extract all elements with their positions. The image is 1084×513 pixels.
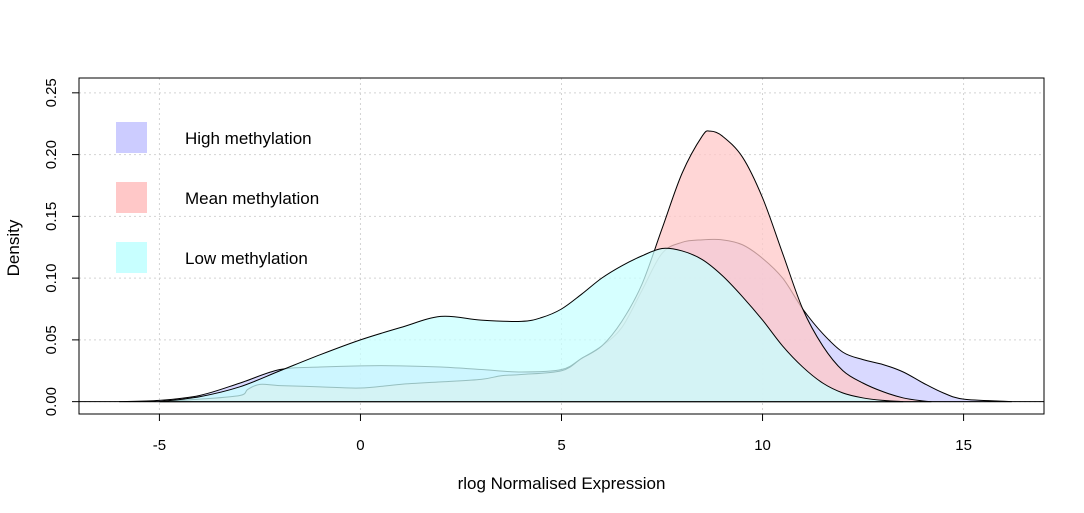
y-tick-label: 0.10 xyxy=(43,264,60,293)
y-tick-label: 0.25 xyxy=(43,78,60,107)
x-tick-label: 0 xyxy=(356,437,364,454)
y-tick-label: 0.20 xyxy=(43,140,60,169)
legend-swatch xyxy=(116,242,147,273)
x-tick-label: 15 xyxy=(955,437,972,454)
y-tick-label: 0.05 xyxy=(43,325,60,354)
legend-swatch xyxy=(116,122,147,153)
legend-label: Low methylation xyxy=(185,249,308,268)
legend: High methylation Mean methylation Low meth… xyxy=(116,122,319,273)
y-tick-label: 0.15 xyxy=(43,202,60,231)
x-axis-title: rlog Normalised Expression xyxy=(458,474,666,493)
legend-swatch xyxy=(116,182,147,213)
x-tick-label: 5 xyxy=(557,437,565,454)
density-area-low-methylation xyxy=(159,247,904,403)
y-tick-label: 0.00 xyxy=(43,387,60,416)
y-axis-title: Density xyxy=(4,219,23,276)
density-areas xyxy=(119,130,1012,403)
legend-label: High methylation xyxy=(185,129,312,148)
x-tick-label: -5 xyxy=(153,437,166,454)
plot-frame xyxy=(78,77,1045,415)
legend-label: Mean methylation xyxy=(185,189,319,208)
x-tick-label: 10 xyxy=(754,437,771,454)
